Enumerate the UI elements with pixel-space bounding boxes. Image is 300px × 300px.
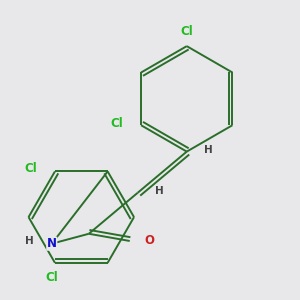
Text: Cl: Cl	[180, 25, 193, 38]
Text: Cl: Cl	[25, 162, 37, 175]
Text: Cl: Cl	[45, 271, 58, 284]
Text: H: H	[155, 186, 164, 196]
Text: O: O	[144, 235, 154, 248]
Text: H: H	[26, 236, 34, 246]
Text: H: H	[204, 145, 213, 155]
Text: N: N	[47, 237, 57, 250]
Text: Cl: Cl	[111, 117, 124, 130]
